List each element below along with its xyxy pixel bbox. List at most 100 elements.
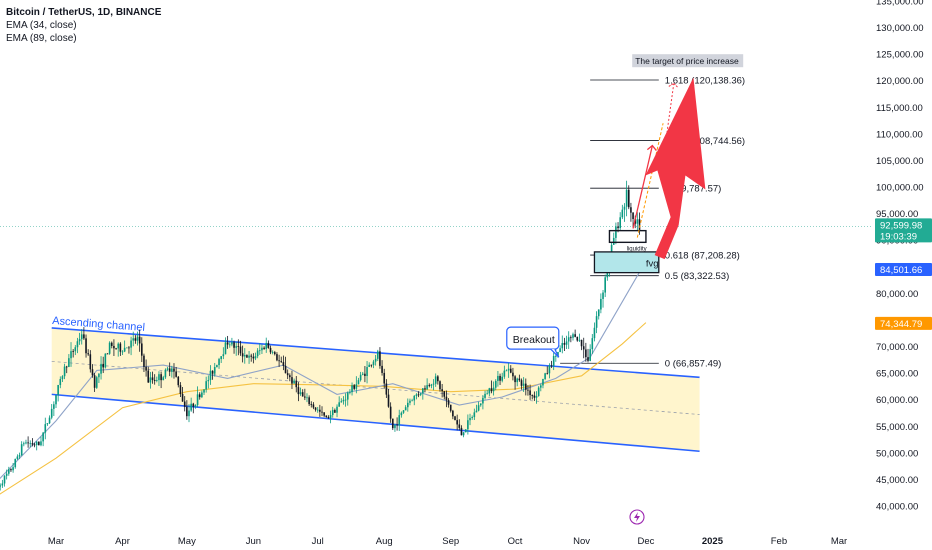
- candle-body: [479, 403, 482, 406]
- candle-body: [582, 346, 585, 350]
- candle-body: [325, 415, 328, 418]
- y-tick-label-17: 50,000.00: [876, 448, 918, 459]
- candle-body: [301, 392, 304, 397]
- candle-body: [38, 441, 40, 446]
- candle-body: [241, 353, 244, 357]
- candle-body: [527, 389, 529, 391]
- candle-body: [625, 189, 628, 207]
- fib-label-5: 0 (66,857.49): [665, 359, 722, 370]
- candle-body: [600, 298, 602, 310]
- candle-body: [123, 347, 126, 352]
- candle-body: [276, 354, 278, 361]
- candle-body: [194, 404, 197, 407]
- big-target-arrow: [645, 77, 706, 260]
- candle-body: [437, 376, 439, 382]
- candle-body: [469, 418, 471, 421]
- candle-body: [224, 342, 227, 355]
- candle-body: [531, 395, 534, 396]
- candle-body: [535, 396, 538, 398]
- candle-body: [250, 355, 253, 357]
- candle-body: [546, 373, 549, 375]
- candle-body: [261, 347, 263, 351]
- candle-body: [220, 356, 222, 360]
- candle-body: [559, 348, 561, 353]
- dotted-arrow-red-head: [668, 82, 679, 88]
- candle-body: [454, 416, 456, 421]
- candle-body: [630, 207, 632, 213]
- candles-layer: [0, 180, 641, 491]
- candle-body: [289, 375, 291, 378]
- candle-body: [102, 363, 105, 368]
- small-arrow-shaft: [632, 145, 654, 229]
- candle-body: [426, 385, 428, 390]
- price-tag-2: [875, 316, 932, 330]
- candle-body: [364, 373, 366, 377]
- candle-body: [132, 338, 135, 341]
- candle-body: [299, 392, 302, 395]
- candle-body: [334, 409, 336, 413]
- candle-body: [271, 352, 274, 353]
- candle-body: [338, 402, 340, 407]
- channel-fill: [51, 327, 700, 452]
- candle-body: [269, 347, 272, 353]
- candle-body: [389, 406, 392, 419]
- candle-body: [248, 355, 250, 358]
- price-tag-value-1: 84,501.66: [880, 265, 922, 276]
- x-tick-label-11: Feb: [771, 536, 787, 547]
- x-tick-label-7: Oct: [508, 536, 523, 547]
- candle-body: [106, 353, 109, 355]
- candle-body: [306, 397, 308, 399]
- candle-body: [164, 369, 167, 378]
- candle-body: [216, 365, 218, 368]
- candle-body: [42, 432, 44, 442]
- y-tick-label-14: 65,000.00: [876, 369, 918, 380]
- candle-body: [98, 373, 100, 378]
- candle-body: [501, 376, 504, 381]
- candle-body: [91, 369, 94, 376]
- candle-body: [374, 358, 377, 362]
- candle-body: [171, 368, 173, 372]
- candle-body: [310, 404, 313, 405]
- candle-body: [316, 409, 319, 411]
- candle-body: [209, 370, 212, 381]
- candle-body: [473, 412, 476, 418]
- candle-body: [537, 387, 540, 397]
- candle-body: [372, 361, 375, 366]
- candle-body: [561, 343, 564, 349]
- candle-body: [471, 417, 473, 419]
- y-tick-label-6: 105,000.00: [876, 156, 924, 167]
- candle-body: [344, 399, 347, 401]
- candle-body: [619, 217, 622, 229]
- candle-body: [239, 346, 242, 354]
- x-tick-label-9: Dec: [637, 536, 654, 547]
- candle-body: [411, 400, 413, 402]
- candle-body: [179, 385, 182, 394]
- candle-body: [627, 189, 630, 208]
- breakout-callout-tail: [550, 348, 560, 358]
- candle-body: [312, 404, 315, 408]
- candle-body: [93, 375, 96, 388]
- candle-body: [376, 351, 379, 359]
- candle-body: [286, 373, 289, 376]
- candle-body: [29, 443, 32, 445]
- candle-body: [145, 366, 147, 371]
- candle-body: [125, 347, 128, 349]
- candle-body: [353, 385, 355, 389]
- candle-body: [50, 408, 53, 418]
- candle-body: [518, 378, 521, 381]
- candle-body: [505, 370, 508, 372]
- candle-body: [391, 418, 394, 429]
- candle-body: [432, 383, 435, 385]
- candle-body: [632, 212, 634, 219]
- candle-body: [207, 380, 210, 382]
- candle-body: [475, 410, 478, 413]
- candle-body: [488, 388, 491, 394]
- candle-body: [567, 337, 570, 342]
- y-tick-label-0: 135,000.00: [876, 0, 924, 8]
- candle-body: [602, 292, 604, 299]
- candle-body: [256, 350, 259, 357]
- legend-title: Bitcoin / TetherUS, 1D, BINANCE: [6, 7, 162, 18]
- x-tick-label-4: Jul: [312, 536, 324, 547]
